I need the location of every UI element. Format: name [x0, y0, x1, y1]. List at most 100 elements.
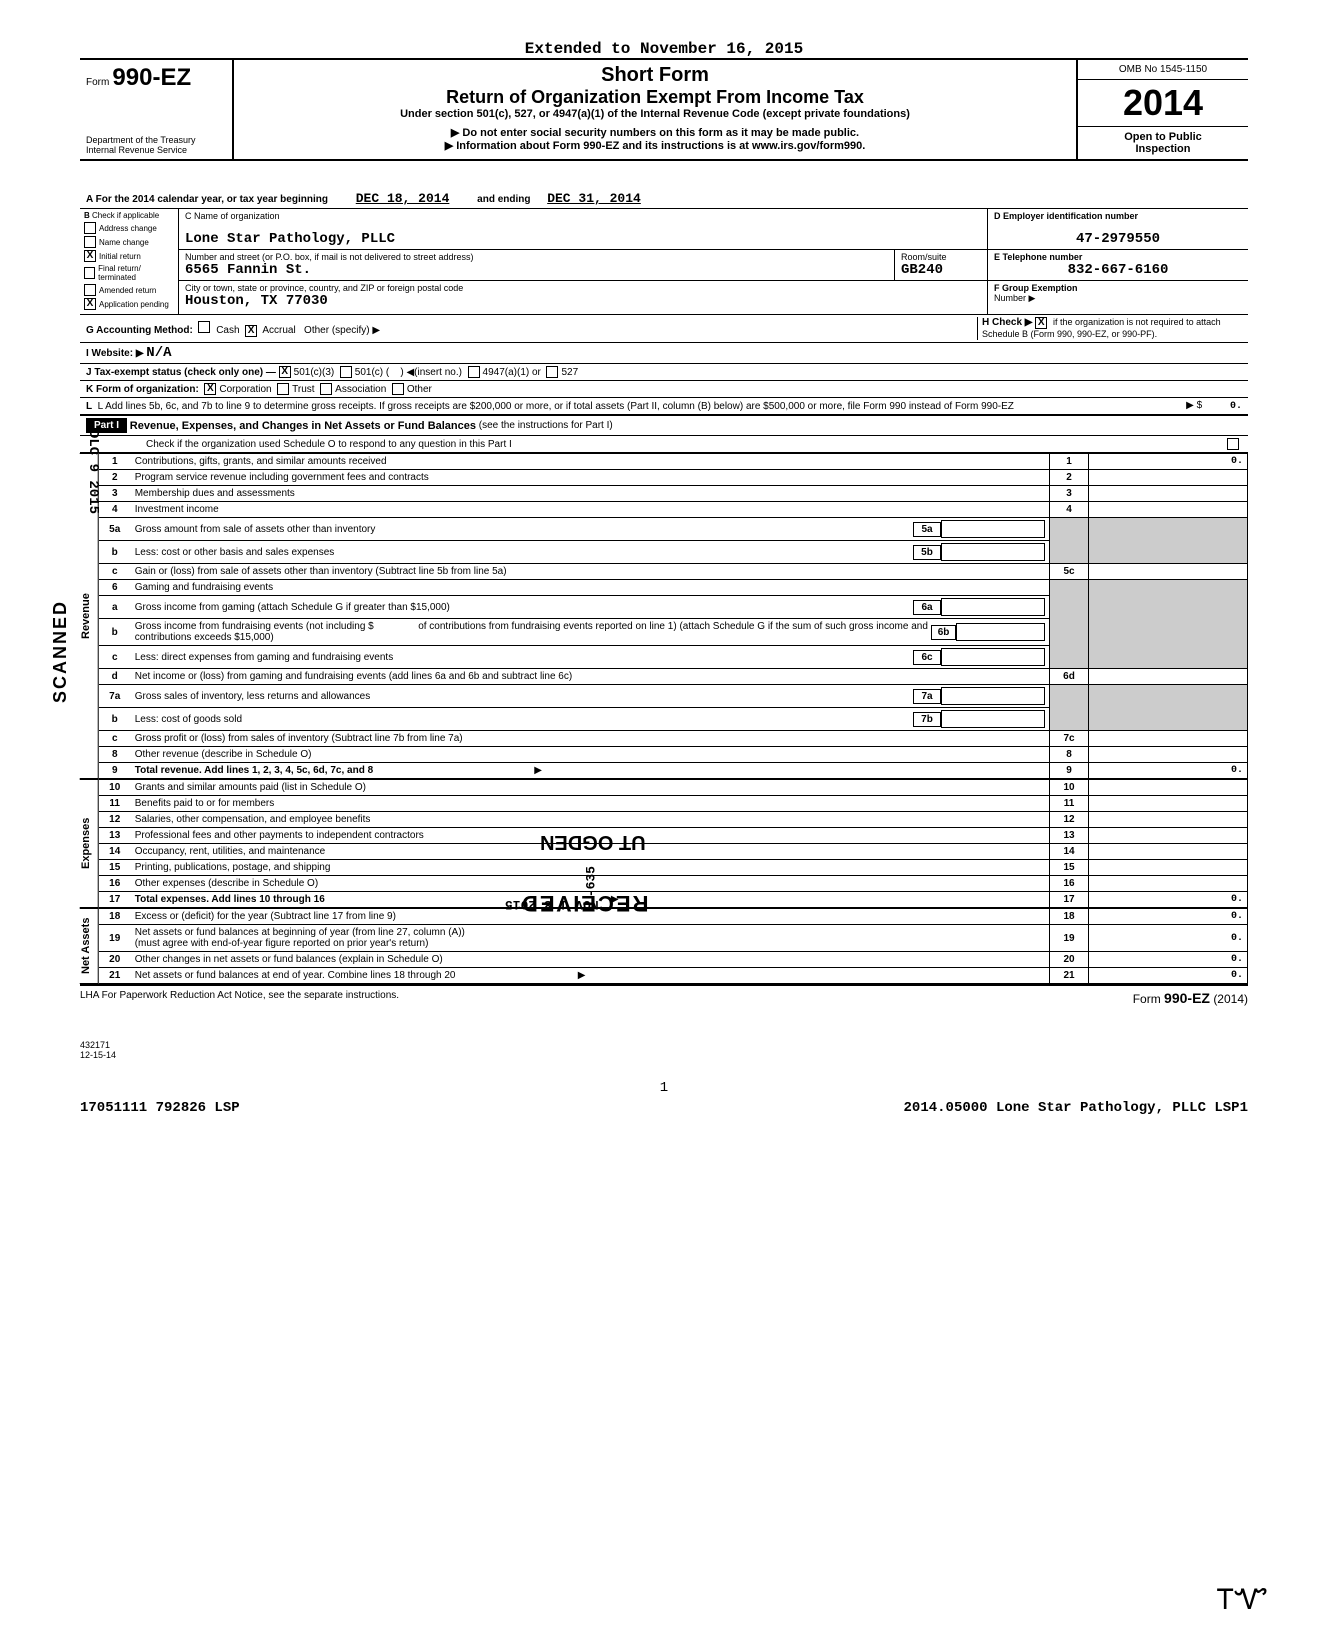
applicable-label: Amended return	[99, 286, 156, 295]
line-5a-desc: Gross amount from sale of assets other t…	[135, 524, 376, 535]
row-l: L L Add lines 5b, 6c, and 7b to line 9 t…	[80, 398, 1248, 416]
j-527-label: 527	[561, 367, 578, 378]
checkbox-row: XApplication pending	[84, 298, 174, 310]
j-501c-label: 501(c) (	[355, 367, 389, 378]
line-7b-desc: Less: cost of goods sold	[135, 714, 242, 725]
applicable-checkbox[interactable]	[84, 222, 96, 234]
applicable-checkbox[interactable]: X	[84, 250, 96, 262]
line-8-desc: Other revenue (describe in Schedule O)	[131, 747, 1050, 763]
city-label: City or town, state or province, country…	[185, 283, 981, 293]
phone-value: 832-667-6160	[994, 262, 1242, 278]
nov-stamp-box: NOV 1 8 2015 -635	[505, 862, 599, 912]
line-9-desc: Total revenue. Add lines 1, 2, 3, 4, 5c,…	[135, 765, 373, 776]
applicable-checkbox[interactable]	[84, 284, 96, 296]
row-j: J Tax-exempt status (check only one) — X…	[80, 364, 1248, 381]
expenses-table: 10Grants and similar amounts paid (list …	[99, 779, 1248, 908]
l-arrow: ▶ $	[1186, 400, 1202, 411]
checkbox-row: Amended return	[84, 284, 174, 296]
k-trust-checkbox[interactable]	[277, 383, 289, 395]
num-stamp: -635	[584, 866, 599, 897]
bottom-codes: 432171 12-15-14	[80, 1040, 1248, 1060]
k-label: K Form of organization:	[86, 384, 199, 395]
line-6-desc: Gaming and fundraising events	[131, 580, 1050, 596]
col-right: D Employer identification number 47-2979…	[988, 209, 1248, 314]
line-17-desc: Total expenses. Add lines 10 through 16	[135, 894, 325, 905]
k-assoc-checkbox[interactable]	[320, 383, 332, 395]
accrual-checkbox[interactable]: X	[245, 325, 257, 337]
j-501c3-checkbox[interactable]: X	[279, 366, 291, 378]
accrual-label: Accrual	[262, 325, 295, 336]
row-k: K Form of organization: X Corporation Tr…	[80, 381, 1248, 398]
line-11-desc: Benefits paid to or for members	[131, 796, 1050, 812]
tax-year-begin: DEC 18, 2014	[356, 191, 450, 206]
netassets-side-label: Net Assets	[80, 908, 99, 984]
nov-stamp: NOV 1 8 2015	[505, 897, 599, 912]
j-501c-checkbox[interactable]	[340, 366, 352, 378]
other-specify-label: Other (specify) ▶	[304, 325, 380, 336]
j-insert-label: ) ◀(insert no.)	[400, 367, 462, 378]
applicable-checkbox[interactable]: X	[84, 298, 96, 310]
netassets-section: Net Assets 18Excess or (deficit) for the…	[80, 908, 1248, 984]
line-7a-desc: Gross sales of inventory, less returns a…	[135, 691, 370, 702]
part1-header-row: Part I Revenue, Expenses, and Changes in…	[80, 416, 1248, 436]
bottom-line-left: 17051111 792826 LSP	[80, 1100, 240, 1116]
line-1-amt: 0.	[1089, 454, 1248, 470]
applicable-checkbox[interactable]	[84, 236, 96, 248]
line-4-desc: Investment income	[131, 502, 1050, 518]
right-header-box: OMB No 1545-1150 2014 Open to Public Ins…	[1078, 60, 1248, 159]
line-7c-desc: Gross profit or (loss) from sales of inv…	[131, 731, 1050, 747]
section-note: Under section 501(c), 527, or 4947(a)(1)…	[244, 108, 1066, 120]
j-label: J Tax-exempt status (check only one) —	[86, 367, 276, 378]
ssn-note: ▶ Do not enter social security numbers o…	[244, 126, 1066, 139]
g-label: G Accounting Method:	[86, 325, 193, 336]
j-4947-label: 4947(a)(1) or	[483, 367, 541, 378]
k-corp-checkbox[interactable]: X	[204, 383, 216, 395]
applicable-checkbox[interactable]	[84, 267, 95, 279]
applicable-label: Address change	[99, 224, 157, 233]
open-public: Open to Public Inspection	[1078, 127, 1248, 159]
phone-label: E Telephone number	[994, 252, 1242, 262]
tax-year: 2014	[1078, 80, 1248, 127]
j-501c3-label: 501(c)(3)	[294, 367, 335, 378]
line-9-amt: 0.	[1089, 763, 1248, 779]
group-cell: F Group Exemption Number ▶	[988, 281, 1248, 306]
line-6a-desc: Gross income from gaming (attach Schedul…	[135, 602, 450, 613]
h-label: H Check ▶	[982, 317, 1032, 328]
line-19a-desc: Net assets or fund balances at beginning…	[135, 927, 465, 938]
street-cell: Number and street (or P.O. box, if mail …	[179, 250, 987, 281]
bottom-line: 17051111 792826 LSP 2014.05000 Lone Star…	[80, 1100, 1248, 1116]
group-label: F Group Exemption	[994, 283, 1242, 293]
part1-checkbox[interactable]	[1227, 438, 1239, 450]
part1-title: Revenue, Expenses, and Changes in Net As…	[130, 420, 476, 432]
line-18-amt: 0.	[1089, 909, 1248, 925]
city-cell: City or town, state or province, country…	[179, 281, 987, 311]
line-20-desc: Other changes in net assets or fund bala…	[131, 952, 1050, 968]
ein-cell: D Employer identification number 47-2979…	[988, 209, 1248, 250]
revenue-section: Revenue 1Contributions, gifts, grants, a…	[80, 453, 1248, 779]
expenses-section: Expenses 10Grants and similar amounts pa…	[80, 779, 1248, 908]
footer-lha: LHA For Paperwork Reduction Act Notice, …	[80, 990, 399, 1006]
cash-checkbox[interactable]	[198, 321, 210, 333]
title-box: Short Form Return of Organization Exempt…	[234, 60, 1078, 159]
col-c: C Name of organization Lone Star Patholo…	[179, 209, 988, 314]
extended-header: Extended to November 16, 2015	[80, 40, 1248, 58]
j-4947-checkbox[interactable]	[468, 366, 480, 378]
footer-form-no: 990-EZ	[1164, 990, 1210, 1006]
j-527-checkbox[interactable]	[546, 366, 558, 378]
line-2-desc: Program service revenue including govern…	[131, 470, 1050, 486]
phone-cell: E Telephone number 832-667-6160	[988, 250, 1248, 281]
form-header: Form 990-EZ Short Form Return of Organiz…	[80, 58, 1248, 161]
applicable-label: Final return/ terminated	[98, 264, 174, 282]
line-17-amt: 0.	[1089, 892, 1248, 908]
line-10-desc: Grants and similar amounts paid (list in…	[131, 780, 1050, 796]
netassets-table: 18Excess or (deficit) for the year (Subt…	[99, 908, 1248, 984]
tax-year-label: A For the 2014 calendar year, or tax yea…	[86, 194, 328, 205]
k-other-checkbox[interactable]	[392, 383, 404, 395]
return-title: Return of Organization Exempt From Incom…	[244, 87, 1066, 108]
h-checkbox[interactable]: X	[1035, 317, 1047, 329]
dept-box: Department of the Treasury Internal Reve…	[80, 133, 234, 161]
info-note: ▶ Information about Form 990-EZ and its …	[244, 139, 1066, 152]
org-name-label: C Name of organization	[185, 211, 981, 221]
ein-label: D Employer identification number	[994, 211, 1242, 221]
line-3-desc: Membership dues and assessments	[131, 486, 1050, 502]
